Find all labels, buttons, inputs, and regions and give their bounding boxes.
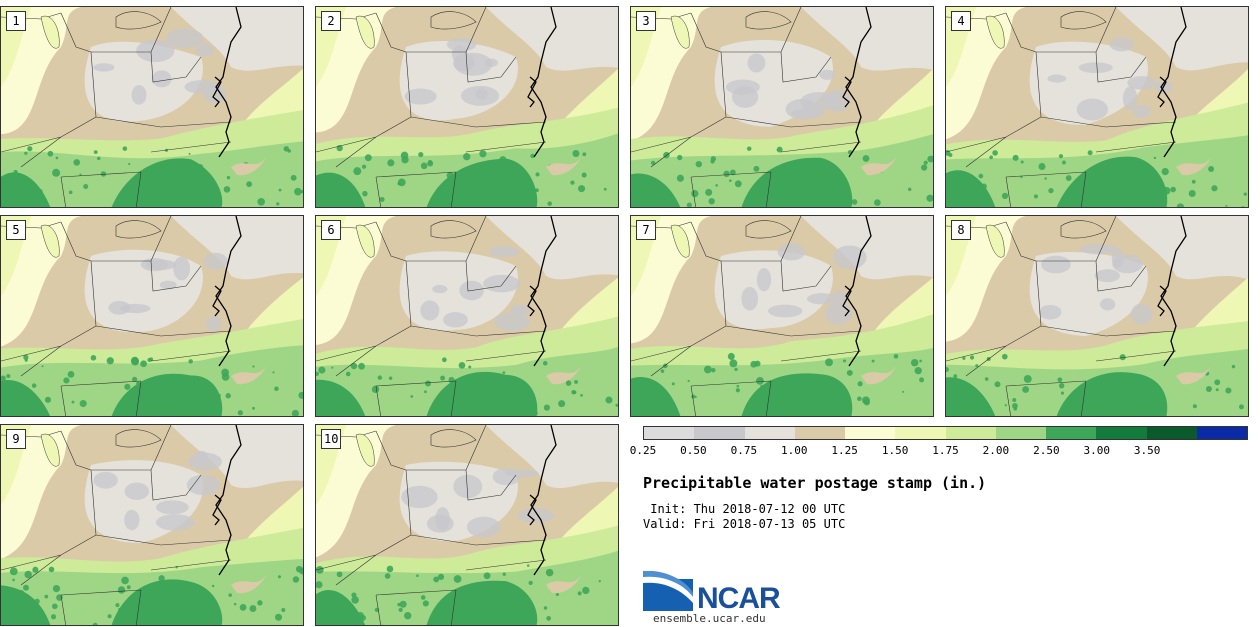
postage-stamp-panel: 10	[315, 424, 619, 626]
colorbar-tick-label: 1.25	[831, 444, 858, 457]
colorbar-tick-label: 1.75	[932, 444, 959, 457]
postage-stamp-panel: 4	[945, 6, 1249, 208]
postage-stamp-panel: 1	[0, 6, 304, 208]
colorbar-tick-label: 0.25	[629, 444, 657, 457]
precipitable-water-map	[316, 7, 618, 207]
colorbar-tick-label: 2.50	[1033, 444, 1060, 457]
colorbar-tick-label: 1.00	[781, 444, 808, 457]
colorbar-tick-label: 1.50	[881, 444, 909, 457]
colorbar-swatch	[945, 427, 996, 439]
colorbar-tick-label: 0.50	[680, 444, 707, 457]
postage-stamp-panel: 5	[0, 215, 304, 417]
postage-stamp-panel: 8	[945, 215, 1249, 417]
panel-number: 3	[636, 11, 656, 31]
postage-stamp-panel: 9	[0, 424, 304, 626]
panel-number: 2	[321, 11, 341, 31]
site-url: ensemble.ucar.edu	[653, 612, 766, 625]
colorbar	[643, 426, 1248, 440]
colorbar-swatch	[744, 427, 795, 439]
colorbar-swatch	[1196, 427, 1247, 439]
postage-stamp-panel: 3	[630, 6, 934, 208]
panel-number: 5	[6, 220, 26, 240]
colorbar-swatch	[794, 427, 845, 439]
precipitable-water-map	[1, 425, 303, 625]
precipitable-water-map	[631, 7, 933, 207]
postage-stamp-panel: 2	[315, 6, 619, 208]
colorbar-tick-label: 0.75	[730, 444, 758, 457]
colorbar-tick-label: 3.50	[1133, 444, 1161, 457]
panel-number: 6	[321, 220, 341, 240]
colorbar-swatch	[694, 427, 745, 439]
logo-text: NCAR	[697, 582, 781, 615]
panel-number: 4	[951, 11, 971, 31]
colorbar-tick-label: 3.00	[1083, 444, 1111, 457]
precipitable-water-map	[1, 7, 303, 207]
colorbar-swatch	[644, 427, 695, 439]
panel-number: 8	[951, 220, 971, 240]
panel-number: 7	[636, 220, 656, 240]
precipitable-water-map	[631, 216, 933, 416]
precipitable-water-map	[1, 216, 303, 416]
colorbar-swatch	[895, 427, 946, 439]
colorbar-tick-label: 2.00	[982, 444, 1010, 457]
colorbar-swatch	[845, 427, 896, 439]
colorbar-swatch	[995, 427, 1046, 439]
panel-number: 1	[6, 11, 26, 31]
precipitable-water-map	[316, 216, 618, 416]
colorbar-swatch	[1046, 427, 1097, 439]
chart-title: Precipitable water postage stamp (in.)	[643, 474, 987, 492]
precipitable-water-map	[316, 425, 618, 625]
postage-stamp-panel: 6	[315, 215, 619, 417]
postage-stamp-panel: 7	[630, 215, 934, 417]
ncar-logo-icon	[643, 571, 693, 611]
colorbar-swatch	[1146, 427, 1197, 439]
precipitable-water-map	[946, 7, 1248, 207]
precipitable-water-map	[946, 216, 1248, 416]
panel-number: 9	[6, 429, 26, 449]
colorbar-ticks: 0.25 0.50 0.75 1.00 1.25 1.50 1.75 2.00 2.50 3.00…	[630, 444, 1248, 460]
valid-time: Valid: Fri 2018-07-13 05 UTC	[643, 517, 846, 531]
panel-number: 10	[321, 429, 342, 449]
init-time: Init: Thu 2018-07-12 00 UTC	[643, 502, 846, 516]
colorbar-swatch	[1096, 427, 1147, 439]
